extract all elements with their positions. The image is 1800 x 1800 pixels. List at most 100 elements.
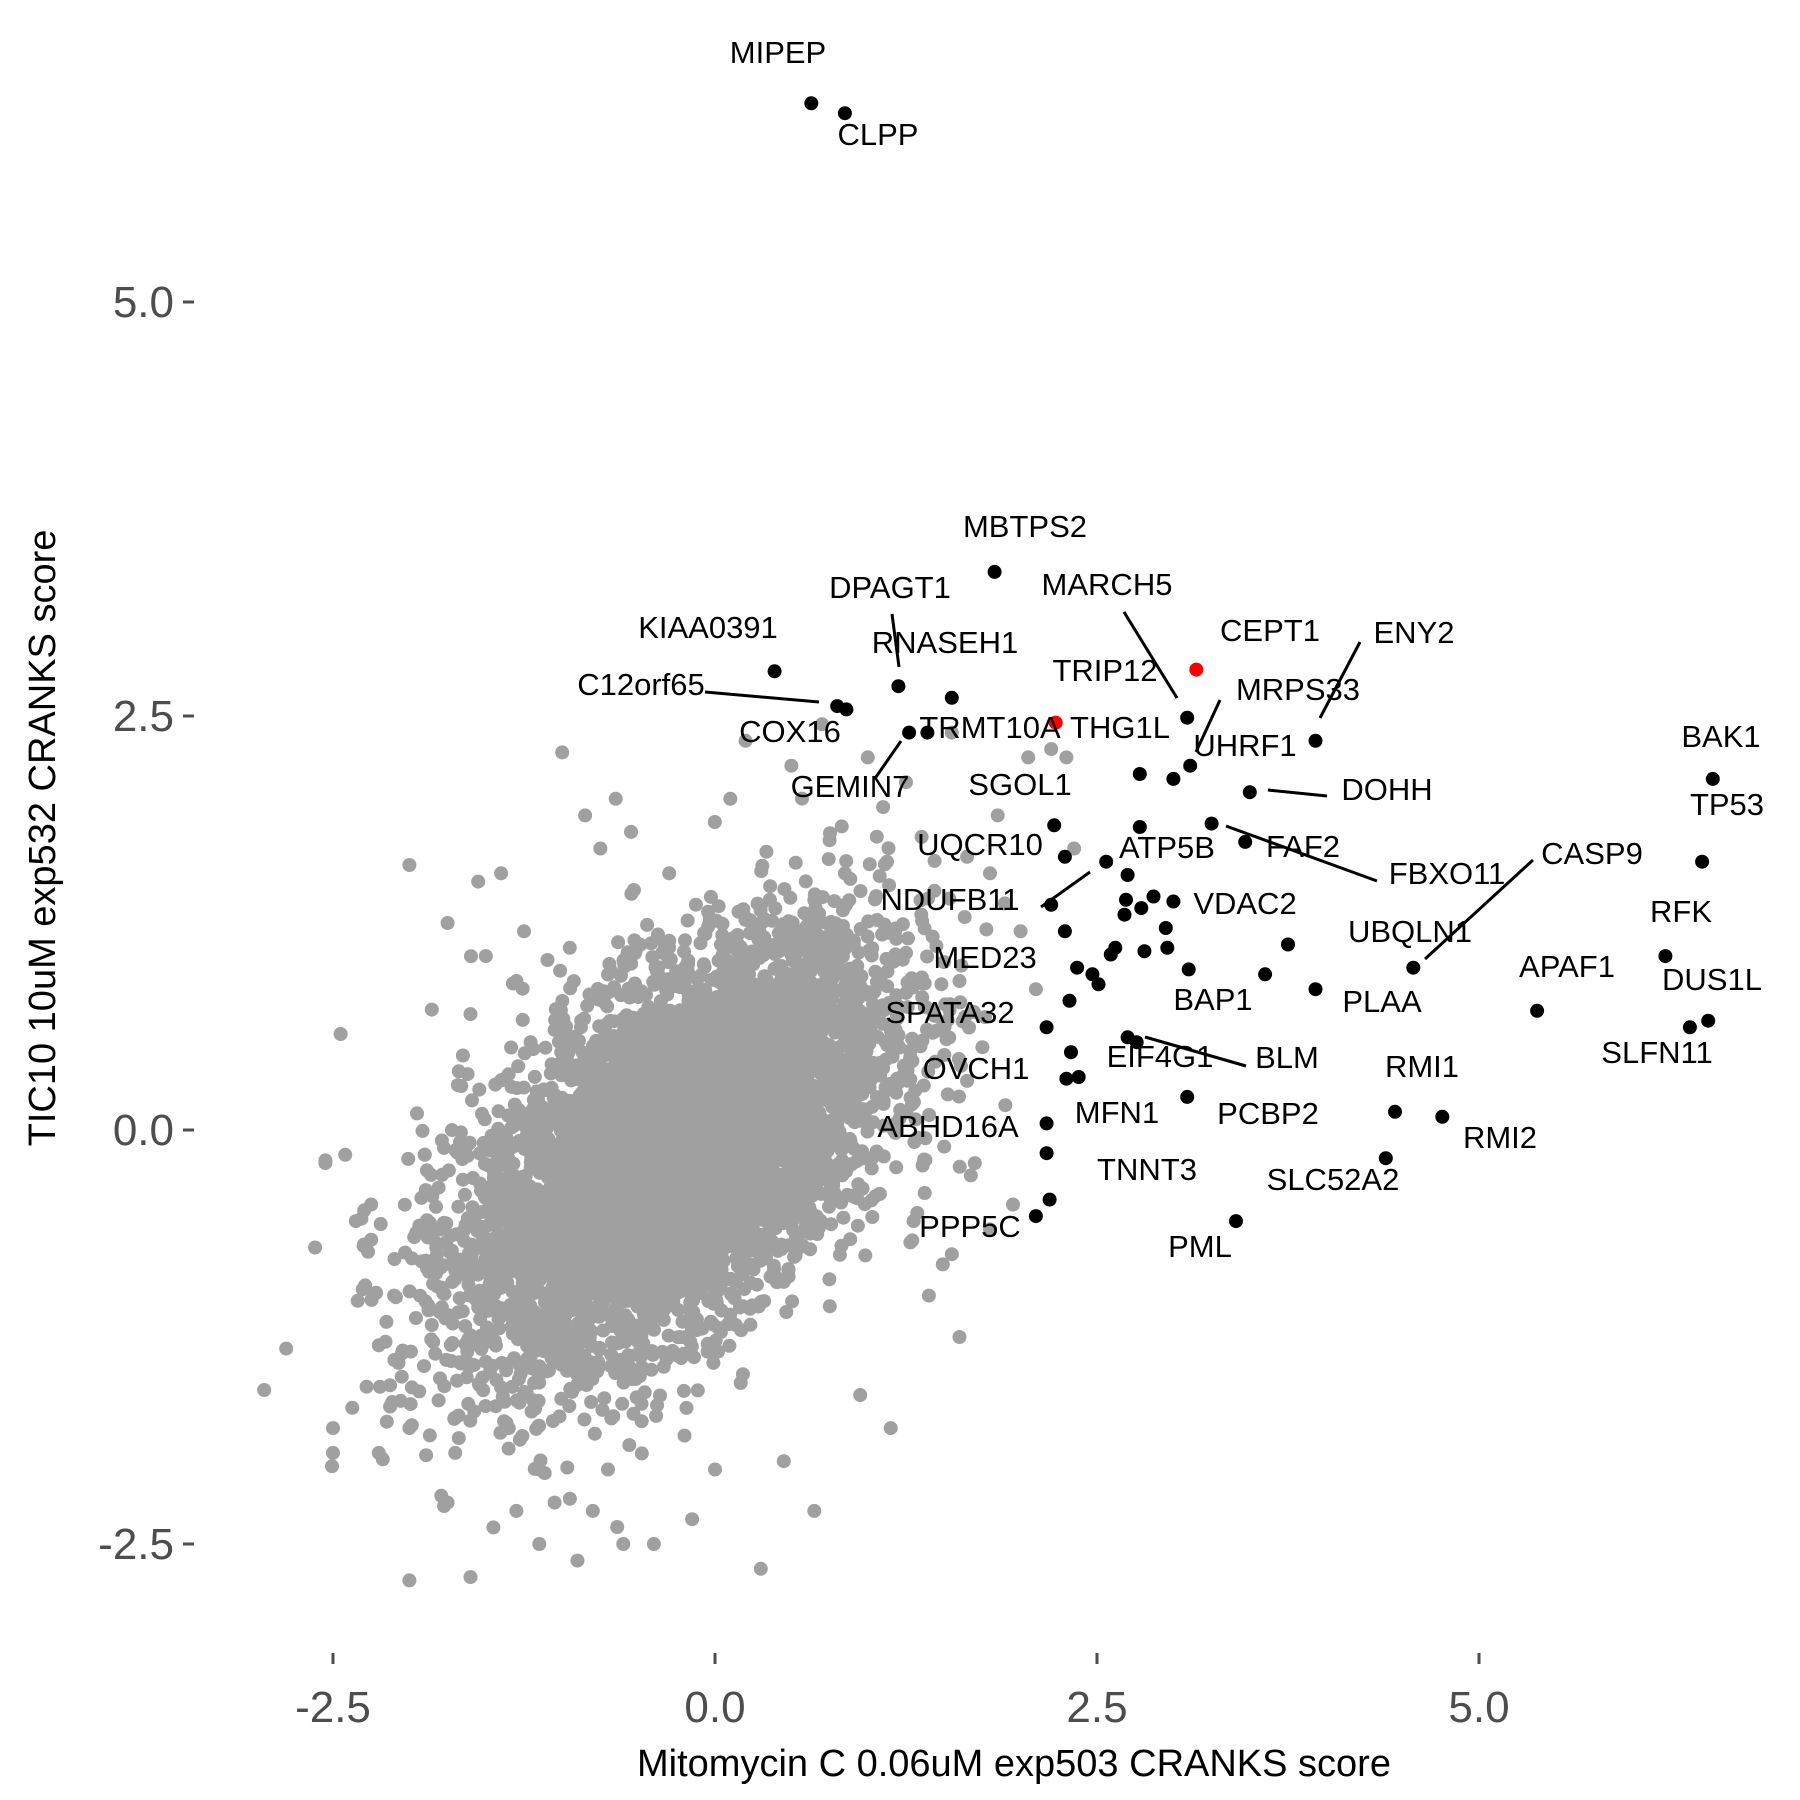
bulk-point xyxy=(457,1187,472,1202)
bulk-point xyxy=(587,1426,602,1441)
bulk-point xyxy=(279,1341,294,1356)
bulk-point xyxy=(865,1210,880,1224)
bulk-point xyxy=(451,1199,466,1214)
bulk-point xyxy=(937,1048,952,1062)
bulk-point xyxy=(379,1414,394,1429)
bulk-point xyxy=(687,1350,701,1365)
bulk-point xyxy=(914,829,929,844)
bulk-point xyxy=(580,998,595,1013)
bulk-point xyxy=(601,967,616,982)
bulk-point xyxy=(429,1248,444,1263)
bulk-point xyxy=(680,913,695,928)
bulk-point xyxy=(517,1384,532,1399)
bulk-point xyxy=(471,1221,486,1236)
bulk-point xyxy=(683,1334,698,1349)
bulk-point xyxy=(759,844,774,859)
bulk-point xyxy=(733,1375,748,1390)
bulk-point xyxy=(610,1520,625,1534)
bulk-point xyxy=(420,1213,434,1228)
bulk-point xyxy=(574,1086,589,1100)
bulk-point xyxy=(397,1197,412,1212)
bulk-point xyxy=(325,1459,339,1474)
bulk-point xyxy=(872,869,887,884)
bulk-point xyxy=(927,853,942,868)
bulk-point xyxy=(517,1046,532,1061)
bulk-point xyxy=(768,901,783,916)
bulk-point xyxy=(749,1277,764,1292)
bulk-point xyxy=(308,1240,323,1255)
bulk-point xyxy=(831,1050,846,1065)
bulk-point xyxy=(565,1384,579,1399)
bulk-point xyxy=(417,1359,431,1374)
bulk-point xyxy=(925,929,940,944)
bulk-point xyxy=(527,1069,542,1084)
bulk-point xyxy=(472,1082,487,1097)
bulk-point xyxy=(405,1251,419,1266)
bulk-point xyxy=(963,1168,978,1183)
bulk-point xyxy=(538,1040,553,1055)
bulk-point xyxy=(540,953,555,967)
bulk-point xyxy=(788,855,803,870)
bulk-point xyxy=(595,1402,610,1417)
bulk-point xyxy=(559,1019,574,1034)
bulk-point xyxy=(445,1123,459,1138)
bulk-point xyxy=(445,1336,460,1350)
bulk-point xyxy=(501,1108,516,1123)
bulk-point xyxy=(441,1163,456,1178)
bulk-point xyxy=(447,1411,462,1425)
bulk-point xyxy=(615,1396,630,1411)
bulk-point xyxy=(908,1083,923,1098)
bulk-point xyxy=(402,1284,417,1299)
bulk-point xyxy=(560,1460,575,1475)
bulk-point xyxy=(499,1363,514,1378)
bulk-point xyxy=(979,922,994,937)
bulk-point xyxy=(552,1335,567,1350)
bulk-point xyxy=(905,1233,920,1248)
bulk-point xyxy=(404,1380,419,1395)
bulk-point xyxy=(422,1428,437,1443)
bulk-point xyxy=(836,1210,851,1225)
bulk-point xyxy=(864,1161,879,1176)
bulk-point xyxy=(795,791,809,806)
bulk-point xyxy=(785,1294,800,1309)
bulk-point xyxy=(465,1093,479,1108)
bulk-point xyxy=(504,1040,519,1055)
bulk-point xyxy=(591,1361,606,1375)
bulk-point xyxy=(690,1383,705,1398)
bulk-point xyxy=(383,1399,398,1414)
bulk-point xyxy=(920,949,935,964)
bulk-point xyxy=(877,857,892,872)
bulk-point xyxy=(706,1355,721,1370)
bulk-point xyxy=(736,902,751,917)
bulk-point xyxy=(839,854,854,869)
bulk-point xyxy=(915,990,930,1005)
bulk-point xyxy=(751,932,766,947)
bulk-point xyxy=(476,1383,491,1398)
bulk-point xyxy=(479,1181,494,1196)
bulk-point xyxy=(779,1305,794,1319)
bulk-point xyxy=(633,1349,648,1364)
bulk-point xyxy=(678,933,692,948)
bulk-point xyxy=(462,1135,477,1150)
bulk-point xyxy=(922,1108,937,1122)
bulk-point xyxy=(711,1344,725,1359)
bulk-point xyxy=(966,1004,981,1019)
bulk-point xyxy=(935,1257,950,1272)
bulk-point xyxy=(844,1188,859,1203)
bulk-point xyxy=(807,893,822,908)
bulk-point xyxy=(554,1391,569,1406)
bulk-point xyxy=(688,897,703,912)
bulk-point xyxy=(508,1229,523,1244)
bulk-point xyxy=(755,858,770,873)
bulk-point xyxy=(611,935,626,950)
bulk-point xyxy=(707,815,722,829)
bulk-point xyxy=(940,1087,955,1102)
bulk-point xyxy=(827,894,842,909)
bulk-point xyxy=(907,1135,922,1150)
bulk-point xyxy=(862,857,877,872)
bulk-point xyxy=(715,928,730,943)
bulk-point xyxy=(596,1323,611,1338)
bulk-point xyxy=(383,1378,398,1393)
bulk-point xyxy=(952,1159,967,1174)
bulk-point xyxy=(822,1199,836,1214)
